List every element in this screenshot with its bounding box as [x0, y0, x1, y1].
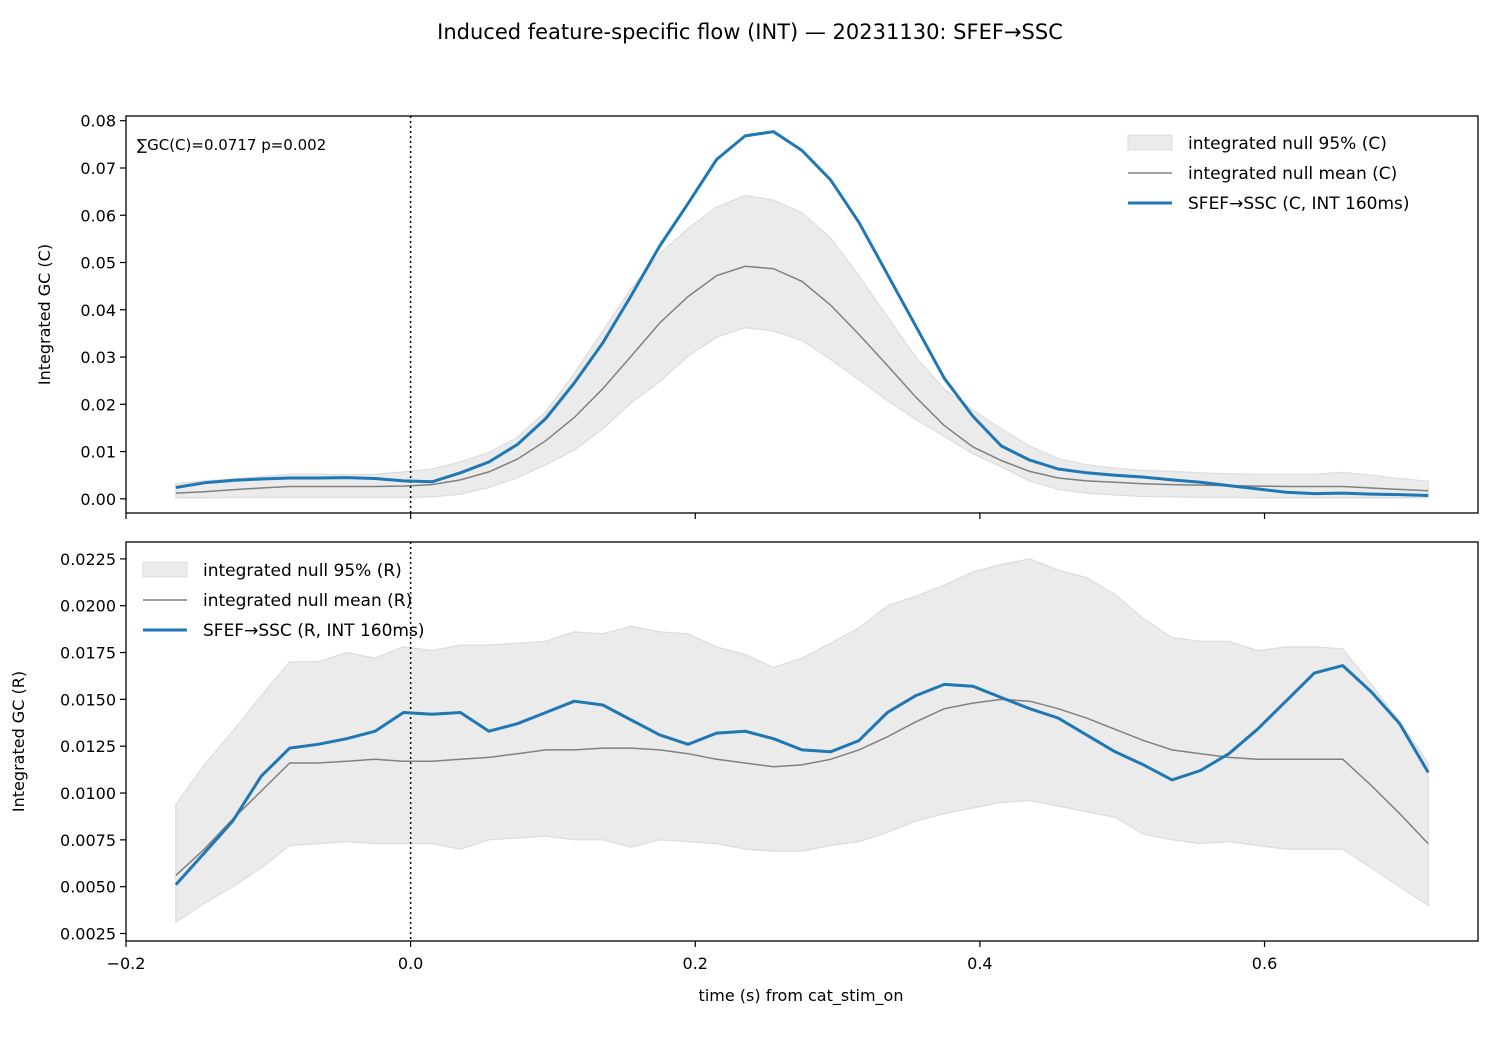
y-tick-label-1-8: 0.0225: [60, 550, 116, 569]
legend-null-mean-label-1: integrated null mean (R): [203, 591, 412, 611]
y-axis-label-0: Integrated GC (C): [35, 244, 54, 385]
legend-null-band-label-1: integrated null 95% (R): [203, 561, 402, 581]
axes-frame-1: [125, 541, 1479, 942]
y-tick-label-1-0: 0.0025: [60, 925, 116, 944]
y-tick-label-1-1: 0.0050: [60, 878, 116, 897]
signal-line-1: [174, 664, 1430, 886]
y-tick-label-1-6: 0.0175: [60, 644, 116, 663]
panel-bottom: 0.0025 0.0050 0.0075 0.0100 0.0125 0.0150 0.01…: [9, 541, 1479, 973]
y-tick-label-0-2: 0.02: [80, 395, 116, 414]
signal-line-0: [175, 130, 1429, 497]
figure-title: Induced feature-specific flow (INT) — 20…: [437, 20, 1063, 44]
stats-annotation: ∑GC(C)=0.0717 p=0.002: [137, 136, 326, 154]
y-tick-label-1-7: 0.0200: [60, 597, 116, 616]
axes-frame-0: [125, 115, 1479, 514]
y-tick-label-0-0: 0.00: [80, 490, 116, 509]
legend-null-mean-label-0: integrated null mean (C): [1188, 164, 1397, 184]
y-tick-label-0-4: 0.04: [80, 301, 116, 320]
x-tick-label-1: 0.0: [398, 954, 423, 973]
panel-top: 0.00 0.01 0.02 0.03 0.04 0.05 0.06 0.07 0.08 Inte…: [35, 112, 1479, 519]
y-tick-label-1-5: 0.0150: [60, 690, 116, 709]
y-tick-label-0-5: 0.05: [80, 254, 116, 273]
y-tick-label-0-1: 0.01: [80, 443, 116, 462]
legend-null-band-swatch-0: [1127, 134, 1173, 151]
x-tick-label-0: −0.2: [107, 954, 146, 973]
y-tick-label-1-3: 0.0100: [60, 784, 116, 803]
x-tick-label-4: 0.6: [1252, 954, 1277, 973]
legend-signal-label-1: SFEF→SSC (R, INT 160ms): [203, 621, 424, 641]
x-tick-label-2: 0.2: [683, 954, 708, 973]
y-tick-label-0-8: 0.08: [80, 112, 116, 131]
null-mean-line-1: [175, 698, 1429, 876]
y-tick-label-0-7: 0.07: [80, 159, 116, 178]
legend-null-band-swatch-1: [142, 561, 188, 578]
null-95-band-0: [175, 194, 1429, 499]
y-tick-label-0-3: 0.03: [80, 348, 116, 367]
x-tick-label-3: 0.4: [967, 954, 992, 973]
null-95-band-1: [175, 558, 1429, 924]
y-tick-label-1-4: 0.0125: [60, 737, 116, 756]
legend-signal-label-0: SFEF→SSC (C, INT 160ms): [1188, 194, 1410, 214]
y-axis-label-1: Integrated GC (R): [9, 671, 28, 812]
y-tick-label-0-6: 0.06: [80, 206, 116, 225]
x-axis-label: time (s) from cat_stim_on: [699, 986, 904, 1006]
y-tick-label-1-2: 0.0075: [60, 831, 116, 850]
legend-null-band-label-0: integrated null 95% (C): [1188, 134, 1387, 154]
